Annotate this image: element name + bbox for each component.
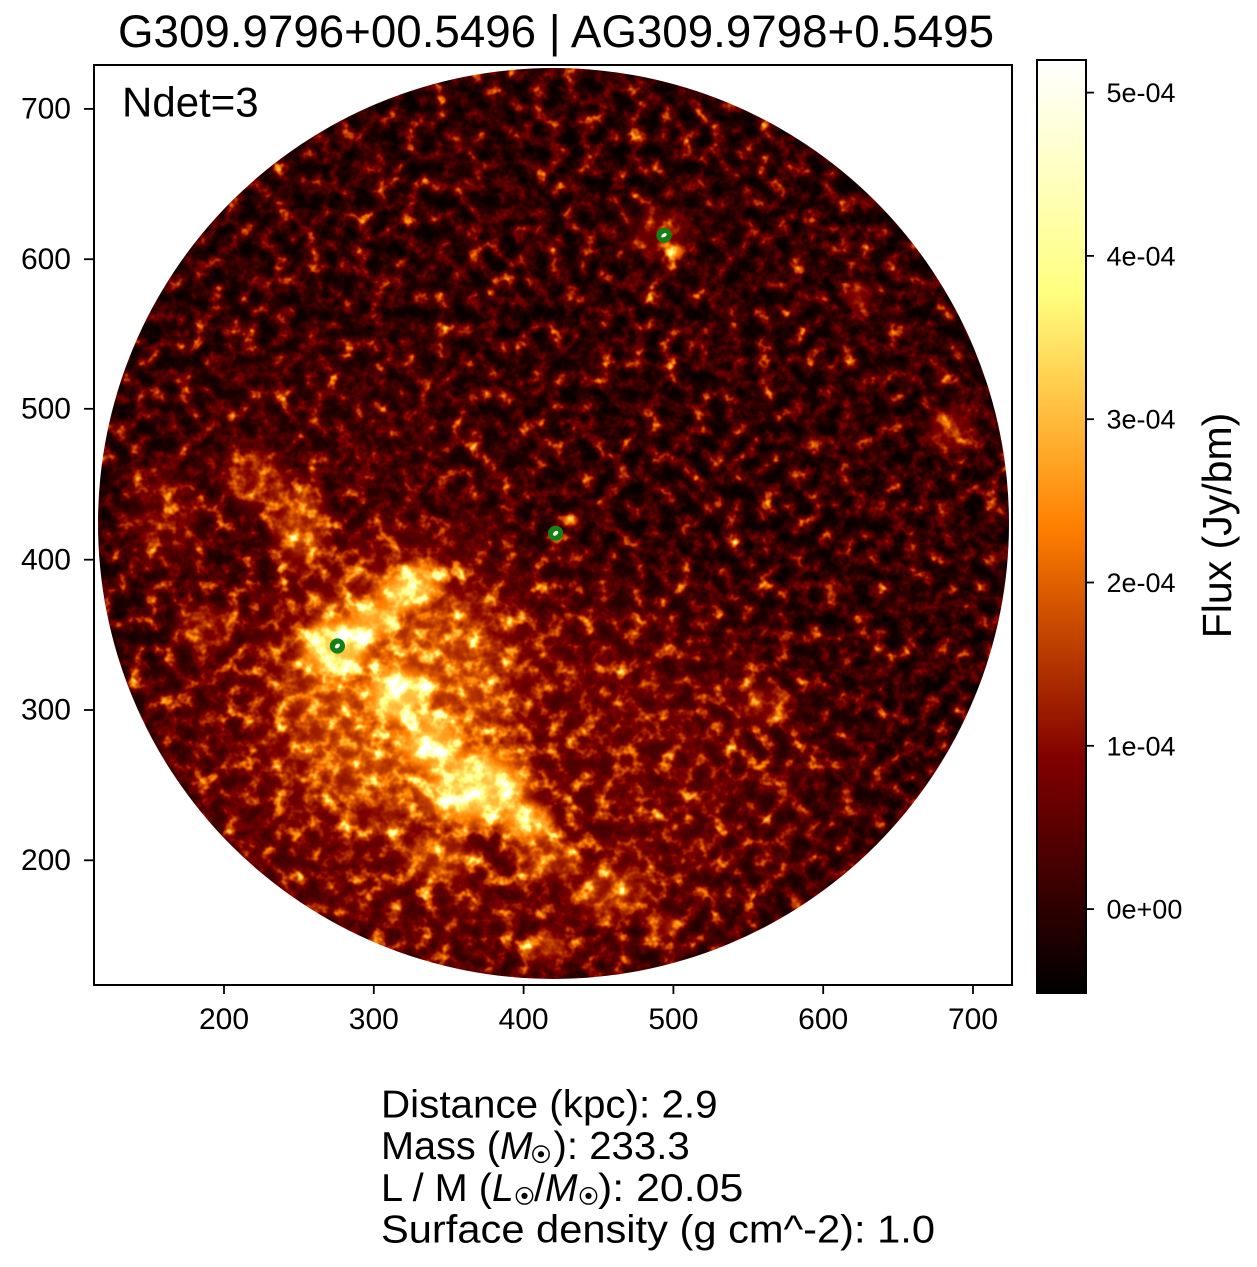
svg-text:L: L [492, 1167, 514, 1210]
svg-text:3e-04: 3e-04 [1107, 405, 1176, 435]
svg-text:600: 600 [21, 243, 71, 276]
svg-text:200: 200 [21, 844, 71, 877]
svg-text:400: 400 [499, 1003, 549, 1036]
svg-text:600: 600 [798, 1003, 848, 1036]
svg-text:M: M [500, 1125, 533, 1168]
svg-text:700: 700 [21, 93, 71, 126]
svg-text:1e-04: 1e-04 [1107, 731, 1176, 761]
svg-text:200: 200 [199, 1003, 249, 1036]
svg-text:400: 400 [21, 543, 71, 576]
svg-text:300: 300 [349, 1003, 399, 1036]
svg-text:500: 500 [648, 1003, 698, 1036]
svg-text:L / M (: L / M ( [381, 1167, 492, 1210]
svg-text:/: / [534, 1167, 545, 1210]
svg-text:0e+00: 0e+00 [1107, 895, 1183, 925]
svg-text:300: 300 [21, 694, 71, 727]
svg-text:): 20.05: ): 20.05 [598, 1167, 743, 1210]
svg-text:Mass (: Mass ( [381, 1125, 500, 1168]
svg-text:500: 500 [21, 393, 71, 426]
svg-text:2e-04: 2e-04 [1107, 568, 1176, 598]
svg-text:Ndet=3: Ndet=3 [122, 78, 259, 125]
svg-text:G309.9796+00.5496 | AG309.9798: G309.9796+00.5496 | AG309.9798+0.5495 [118, 6, 994, 57]
svg-text:Flux (Jy/bm): Flux (Jy/bm) [1194, 413, 1240, 639]
svg-text:700: 700 [948, 1003, 998, 1036]
svg-text:Surface density (g cm^-2): 1.0: Surface density (g cm^-2): 1.0 [381, 1209, 935, 1252]
svg-text:): 233.3: ): 233.3 [554, 1125, 690, 1168]
svg-text:4e-04: 4e-04 [1107, 241, 1176, 271]
svg-text:Distance (kpc): 2.9: Distance (kpc): 2.9 [381, 1083, 718, 1126]
svg-text:M: M [545, 1167, 578, 1210]
svg-text:5e-04: 5e-04 [1107, 78, 1176, 108]
